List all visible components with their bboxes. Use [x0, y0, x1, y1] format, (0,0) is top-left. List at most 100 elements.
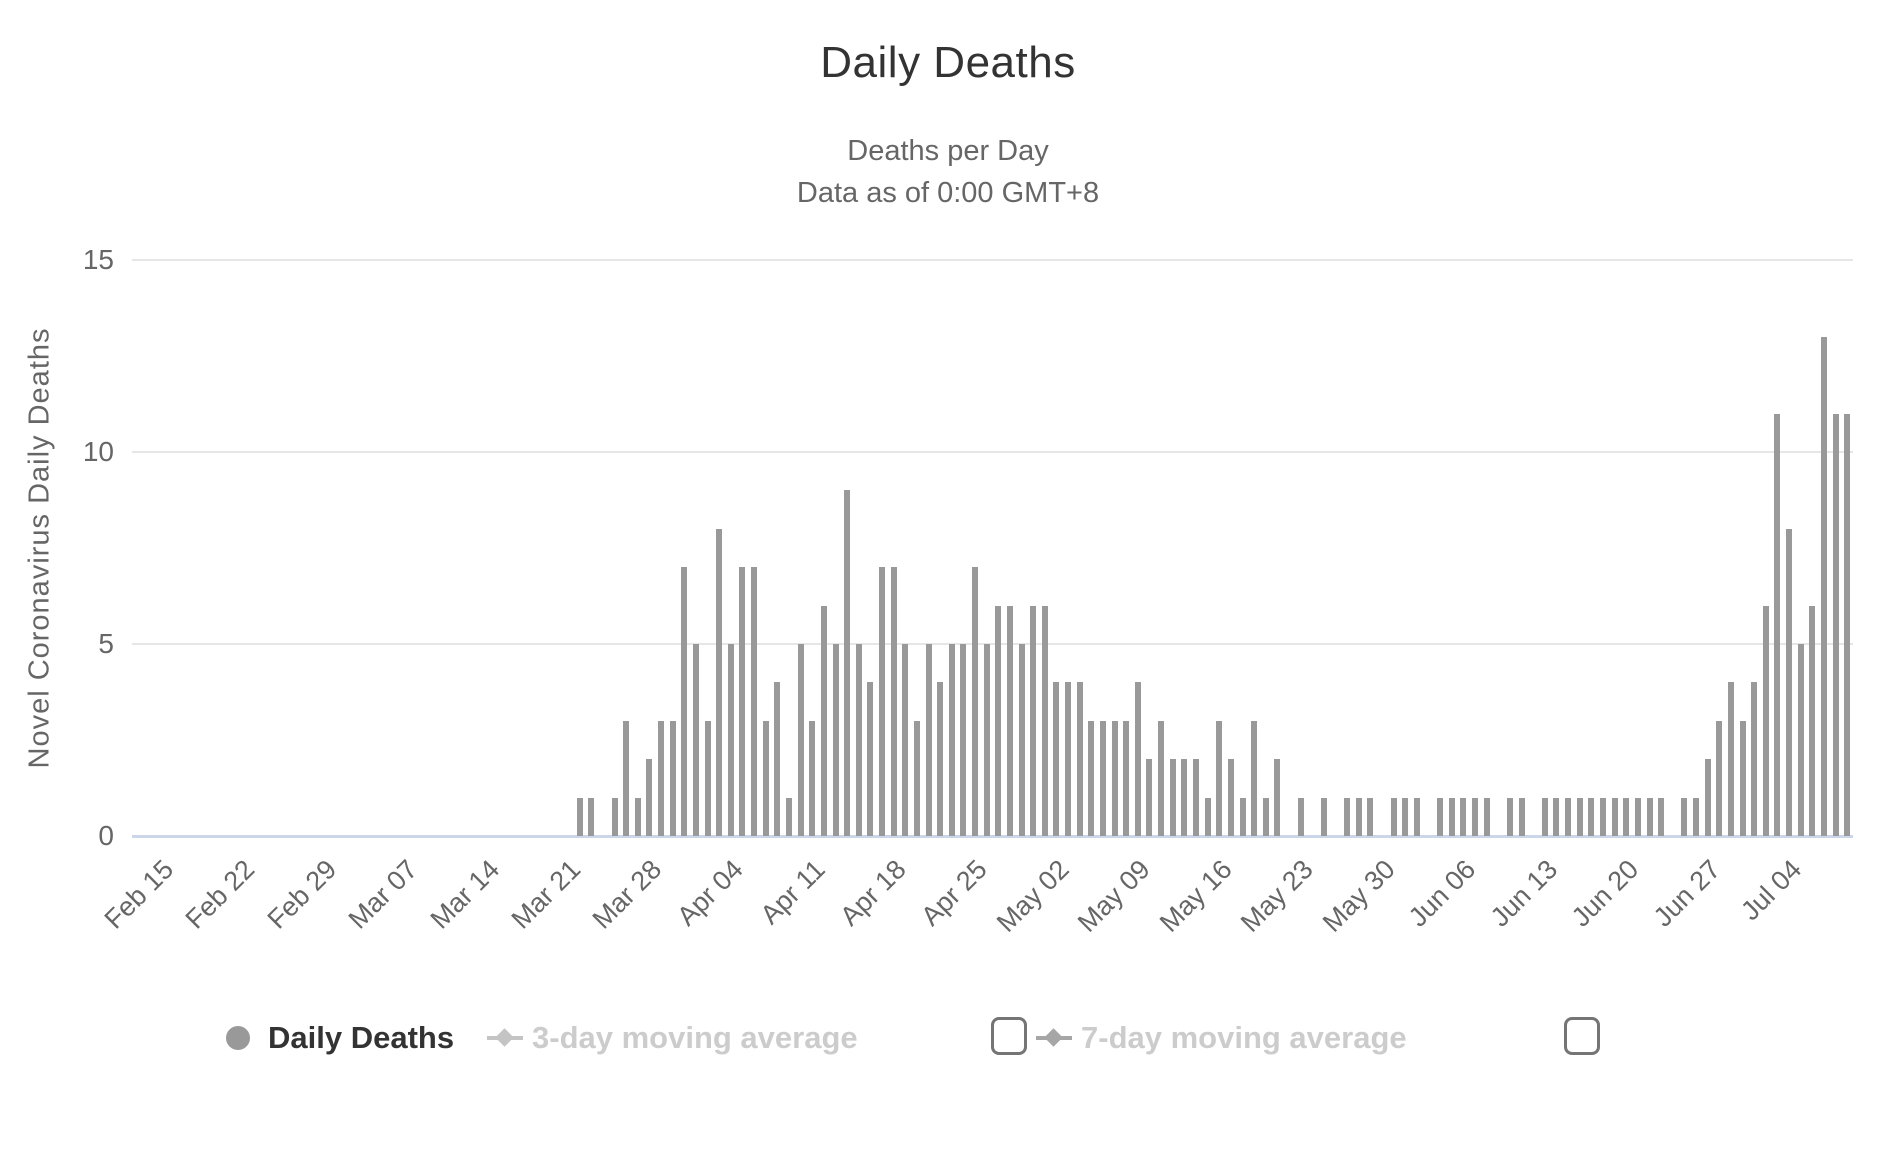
bar[interactable] [1111, 720, 1118, 836]
bar[interactable] [1611, 797, 1618, 836]
bar[interactable] [1053, 682, 1060, 836]
bar[interactable] [1693, 797, 1700, 836]
legend-item-daily-deaths[interactable]: Daily Deaths [226, 1017, 454, 1059]
bar[interactable] [1018, 644, 1025, 836]
bar[interactable] [1727, 682, 1734, 836]
bar[interactable] [1355, 797, 1362, 836]
bar[interactable] [1774, 413, 1781, 836]
bar[interactable] [1006, 605, 1013, 836]
bar[interactable] [1169, 759, 1176, 836]
bar[interactable] [669, 720, 676, 836]
bar[interactable] [1658, 797, 1665, 836]
bar[interactable] [913, 720, 920, 836]
bar[interactable] [634, 797, 641, 836]
bar[interactable] [1588, 797, 1595, 836]
bar[interactable] [1681, 797, 1688, 836]
bar[interactable] [1820, 336, 1827, 836]
bar[interactable] [1262, 797, 1269, 836]
bar[interactable] [762, 720, 769, 836]
bar[interactable] [1809, 605, 1816, 836]
bar[interactable] [1181, 759, 1188, 836]
bar[interactable] [774, 682, 781, 836]
bar[interactable] [692, 644, 699, 836]
bar[interactable] [1088, 720, 1095, 836]
bar[interactable] [1099, 720, 1106, 836]
bar[interactable] [995, 605, 1002, 836]
bar[interactable] [1065, 682, 1072, 836]
bar[interactable] [1448, 797, 1455, 836]
bar[interactable] [1134, 682, 1141, 836]
bar[interactable] [1518, 797, 1525, 836]
bar[interactable] [1030, 605, 1037, 836]
bar[interactable] [1041, 605, 1048, 836]
bar[interactable] [646, 759, 653, 836]
bar[interactable] [1762, 605, 1769, 836]
bar[interactable] [1146, 759, 1153, 836]
bar[interactable] [1599, 797, 1606, 836]
bar[interactable] [855, 644, 862, 836]
bar[interactable] [751, 567, 758, 836]
bar[interactable] [1751, 682, 1758, 836]
bar[interactable] [704, 720, 711, 836]
bar[interactable] [1832, 413, 1839, 836]
bar[interactable] [797, 644, 804, 836]
bar[interactable] [1367, 797, 1374, 836]
bar[interactable] [611, 797, 618, 836]
bar[interactable] [1192, 759, 1199, 836]
bar[interactable] [658, 720, 665, 836]
bar[interactable] [739, 567, 746, 836]
bar[interactable] [1739, 720, 1746, 836]
bar[interactable] [1274, 759, 1281, 836]
bar[interactable] [960, 644, 967, 836]
bar[interactable] [1797, 644, 1804, 836]
bar[interactable] [1483, 797, 1490, 836]
bar[interactable] [576, 797, 583, 836]
bar[interactable] [716, 528, 723, 836]
bar[interactable] [1402, 797, 1409, 836]
bar[interactable] [1251, 720, 1258, 836]
bar[interactable] [1646, 797, 1653, 836]
bar[interactable] [1506, 797, 1513, 836]
legend-item-3day-moving-average[interactable]: 3-day moving average [487, 1017, 858, 1059]
bar[interactable] [1216, 720, 1223, 836]
bar[interactable] [937, 682, 944, 836]
bar[interactable] [1344, 797, 1351, 836]
bar[interactable] [972, 567, 979, 836]
bar[interactable] [1320, 797, 1327, 836]
bar[interactable] [925, 644, 932, 836]
bar[interactable] [1541, 797, 1548, 836]
bar[interactable] [844, 490, 851, 836]
bar[interactable] [1437, 797, 1444, 836]
bar[interactable] [1786, 528, 1793, 836]
bar[interactable] [1460, 797, 1467, 836]
bar[interactable] [832, 644, 839, 836]
bar[interactable] [1076, 682, 1083, 836]
legend-item-7day-moving-average[interactable]: 7-day moving average [1036, 1017, 1407, 1059]
bar[interactable] [983, 644, 990, 836]
bar[interactable] [1390, 797, 1397, 836]
bar[interactable] [1576, 797, 1583, 836]
bar[interactable] [1239, 797, 1246, 836]
bar[interactable] [1553, 797, 1560, 836]
bar[interactable] [1227, 759, 1234, 836]
checkbox-7day-moving-average[interactable] [1564, 1017, 1600, 1055]
bar[interactable] [809, 720, 816, 836]
checkbox-3day-moving-average[interactable] [991, 1017, 1027, 1055]
bar[interactable] [623, 720, 630, 836]
bar[interactable] [890, 567, 897, 836]
bar[interactable] [1704, 759, 1711, 836]
bar[interactable] [1716, 720, 1723, 836]
bar[interactable] [786, 797, 792, 836]
bar[interactable] [1123, 720, 1130, 836]
bar[interactable] [879, 567, 886, 836]
bar[interactable] [1413, 797, 1420, 836]
bar[interactable] [681, 567, 688, 836]
bar[interactable] [820, 605, 827, 836]
bar[interactable] [902, 644, 909, 836]
bar[interactable] [1472, 797, 1479, 836]
bar[interactable] [588, 797, 595, 836]
bar[interactable] [1623, 797, 1630, 836]
bar[interactable] [1565, 797, 1572, 836]
bar[interactable] [727, 644, 734, 836]
bar[interactable] [867, 682, 874, 836]
